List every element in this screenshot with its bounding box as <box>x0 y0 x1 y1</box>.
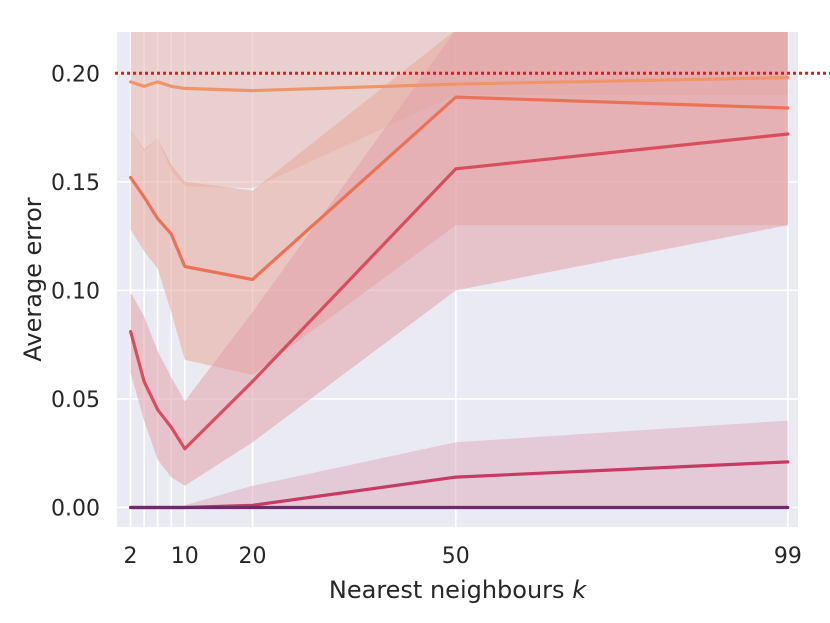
line-series-1 <box>129 75 790 93</box>
x-axis-label-text: Nearest neighbours <box>329 576 565 604</box>
y-tick-label: 0.05 <box>51 388 100 413</box>
x-tick-label: 50 <box>442 544 470 569</box>
band-series-4 <box>130 420 788 508</box>
y-tick-label: 0.10 <box>51 279 100 304</box>
x-tick-label: 20 <box>239 544 267 569</box>
x-axis-label-variable: k <box>572 576 587 604</box>
y-tick-labels: 0.00 0.05 0.10 0.15 0.20 <box>51 62 100 521</box>
series-lines <box>129 75 790 510</box>
x-tick-label: 99 <box>774 544 802 569</box>
confidence-bands <box>130 32 788 508</box>
y-tick-label: 0.00 <box>51 496 100 521</box>
y-axis-label: Average error <box>19 197 47 361</box>
x-axis-label: Nearest neighbours k <box>329 576 587 604</box>
x-tick-label: 10 <box>171 544 199 569</box>
x-tick-label: 2 <box>124 544 138 569</box>
y-tick-label: 0.20 <box>51 62 100 87</box>
band-series-3 <box>130 32 788 486</box>
line-series-3 <box>129 132 790 451</box>
line-series-2 <box>129 95 790 282</box>
x-tick-labels: 2 10 20 50 99 <box>124 544 802 569</box>
y-tick-label: 0.15 <box>51 171 100 196</box>
